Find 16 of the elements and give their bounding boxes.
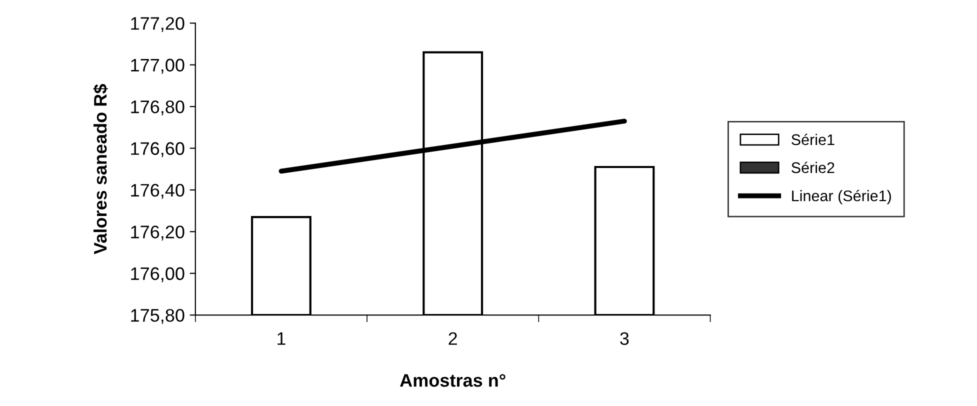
y-tick-label: 176,60	[131, 142, 184, 158]
legend-label: Série1	[792, 134, 834, 146]
y-tick-label: 176,40	[131, 184, 184, 199]
y-axis-title: Valores saneado R$	[93, 84, 108, 254]
x-tick-label: 3	[620, 332, 629, 345]
y-tick-label: 176,80	[131, 100, 184, 116]
legend-label: Série2	[792, 162, 834, 174]
x-axis-title: Amostras n°	[400, 374, 506, 387]
y-tick-label: 177,00	[131, 58, 184, 74]
y-tick-label: 176,20	[131, 226, 184, 241]
y-tick-label: 175,80	[131, 308, 184, 324]
x-tick-label: 1	[278, 332, 286, 345]
x-tick-label: 2	[448, 332, 457, 345]
y-tick-label: 176,00	[131, 267, 184, 282]
legend-label: Linear (Série1)	[792, 190, 891, 204]
y-tick-label: 177,20	[131, 17, 184, 32]
